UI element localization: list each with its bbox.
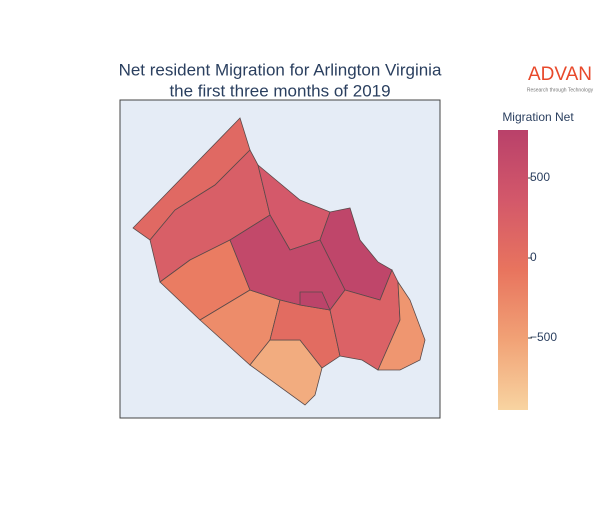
logo: ADVAN bbox=[528, 64, 592, 85]
colorbar-tick-label: −500 bbox=[530, 330, 557, 344]
logo-tagline: Research through Technology bbox=[527, 87, 594, 93]
chart-subtitle: the first three months of 2019 bbox=[169, 81, 390, 100]
colorbar-tick-label: 0 bbox=[530, 250, 537, 264]
colorbar bbox=[498, 130, 528, 410]
colorbar-tick-label: 500 bbox=[530, 170, 550, 184]
colorbar-title: Migration Net bbox=[502, 110, 574, 124]
chart-title: Net resident Migration for Arlington Vir… bbox=[119, 60, 442, 79]
map bbox=[132, 117, 426, 406]
region bbox=[377, 280, 426, 371]
region bbox=[299, 291, 331, 311]
